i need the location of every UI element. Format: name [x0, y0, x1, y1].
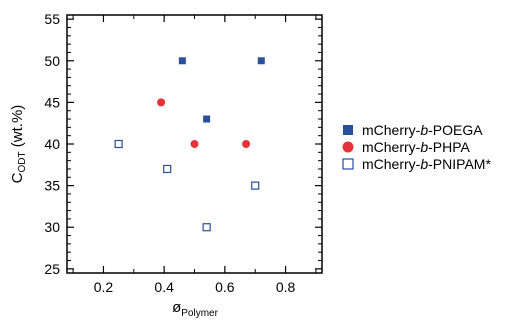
legend-marker — [342, 158, 354, 170]
y-tick-label: 45 — [44, 94, 60, 110]
data-point-series-1 — [178, 57, 186, 65]
legend-marker — [342, 141, 354, 153]
legend-label: mCherry-b-PHPA — [362, 139, 471, 155]
data-point-series-3 — [202, 223, 211, 232]
data-points — [114, 57, 265, 232]
legend-label: mCherry-b-POEGA — [362, 122, 483, 138]
y-tick-label: 35 — [44, 178, 60, 194]
axis-ticks: 0.2 0.4 0.6 0.8 25 30 35 40 45 50 55 — [44, 11, 322, 295]
x-tick-label: 0.4 — [154, 279, 174, 295]
data-point-series-3 — [114, 139, 123, 149]
data-point-series-3 — [163, 164, 172, 174]
y-axis-title: CODT (wt.%) — [9, 105, 28, 184]
y-tick-label: 40 — [44, 136, 60, 152]
data-point-series-3 — [251, 181, 260, 190]
y-tick-label: 55 — [44, 11, 60, 27]
legend: mCherry-b-POEGAmCherry-b-PHPAmCherry-b-P… — [342, 122, 491, 172]
data-point-series-2 — [157, 98, 166, 107]
y-tick-label: 30 — [44, 219, 60, 235]
data-point-series-2 — [190, 140, 199, 148]
x-tick-label: 0.2 — [94, 279, 114, 295]
data-point-series-1 — [203, 115, 211, 123]
y-tick-label: 50 — [44, 53, 60, 69]
legend-marker — [343, 125, 353, 135]
x-tick-label: 0.6 — [215, 279, 235, 295]
x-axis-title: øPolymer — [172, 299, 219, 319]
x-tick-label: 0.8 — [276, 279, 296, 295]
data-point-series-1 — [257, 57, 265, 65]
legend-label: mCherry-b-PNIPAM* — [362, 156, 491, 172]
y-tick-label: 25 — [44, 261, 60, 277]
data-point-series-2 — [242, 140, 251, 148]
